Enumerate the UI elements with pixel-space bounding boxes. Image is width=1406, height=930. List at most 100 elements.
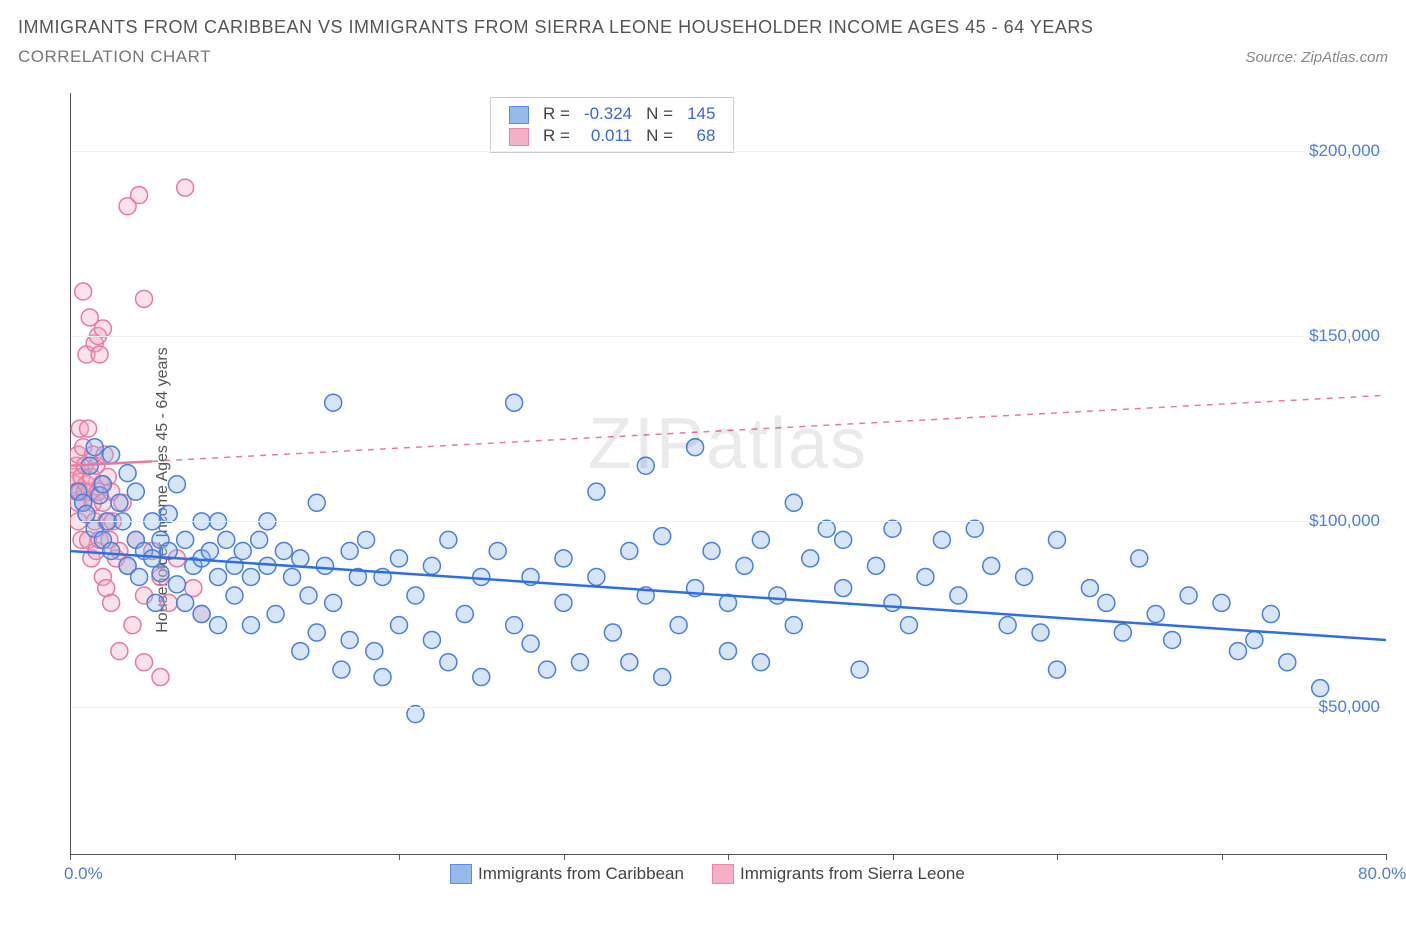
x-tick: [1386, 854, 1387, 860]
data-point: [769, 587, 786, 604]
data-point: [111, 643, 128, 660]
stat-n-label: N =: [640, 104, 679, 124]
data-point: [835, 531, 852, 548]
stat-r-a: -0.324: [578, 104, 638, 124]
data-point: [637, 457, 654, 474]
data-point: [210, 568, 227, 585]
gridline: [71, 521, 1386, 522]
data-point: [752, 531, 769, 548]
data-point: [818, 520, 835, 537]
chart-title: IMMIGRANTS FROM CARIBBEAN VS IMMIGRANTS …: [18, 12, 1388, 43]
gridline: [71, 151, 1386, 152]
legend-item-a: Immigrants from Caribbean: [450, 864, 684, 884]
data-point: [489, 543, 506, 560]
legend-swatch-b: [712, 864, 734, 884]
data-point: [440, 654, 457, 671]
data-point: [670, 617, 687, 634]
chart-area: Householder Income Ages 45 - 64 years ZI…: [50, 95, 1386, 885]
data-point: [1147, 606, 1164, 623]
data-point: [391, 550, 408, 567]
data-point: [152, 669, 169, 686]
data-point: [333, 661, 350, 678]
stats-row-series-a: R = -0.324 N = 145: [503, 104, 721, 124]
data-point: [218, 531, 235, 548]
data-point: [91, 346, 108, 363]
data-point: [588, 568, 605, 585]
data-point: [168, 476, 185, 493]
data-point: [242, 568, 259, 585]
data-point: [308, 624, 325, 641]
x-tick: [1057, 854, 1058, 860]
data-point: [316, 557, 333, 574]
data-point: [147, 594, 164, 611]
data-point: [1098, 594, 1115, 611]
data-point: [1246, 631, 1263, 648]
data-point: [1032, 624, 1049, 641]
data-point: [1180, 587, 1197, 604]
stat-n-a: 145: [681, 104, 721, 124]
data-point: [119, 465, 136, 482]
data-point: [177, 594, 194, 611]
data-point: [473, 669, 490, 686]
data-point: [621, 543, 638, 560]
data-point: [131, 187, 148, 204]
data-point: [851, 661, 868, 678]
x-tick: [70, 854, 71, 860]
data-point: [687, 439, 704, 456]
data-point: [242, 617, 259, 634]
stat-r-label: R =: [537, 104, 576, 124]
data-point: [423, 557, 440, 574]
data-point: [103, 446, 120, 463]
data-point: [366, 643, 383, 660]
data-point: [201, 543, 218, 560]
data-point: [341, 543, 358, 560]
x-tick: [399, 854, 400, 860]
data-point: [407, 706, 424, 723]
stats-row-series-b: R = 0.011 N = 68: [503, 126, 721, 146]
data-point: [131, 568, 148, 585]
y-tick-label: $150,000: [1309, 326, 1380, 346]
data-point: [103, 594, 120, 611]
data-point: [152, 565, 169, 582]
data-point: [423, 631, 440, 648]
data-point: [94, 476, 111, 493]
x-tick-label: 0.0%: [64, 864, 103, 884]
data-point: [308, 494, 325, 511]
data-point: [785, 494, 802, 511]
data-point: [86, 439, 103, 456]
data-point: [292, 643, 309, 660]
series-legend: Immigrants from Caribbean Immigrants fro…: [450, 864, 965, 884]
x-tick: [564, 854, 565, 860]
data-point: [950, 587, 967, 604]
data-point: [391, 617, 408, 634]
data-point: [251, 531, 268, 548]
x-tick-label: 80.0%: [1358, 864, 1406, 884]
data-point: [127, 483, 144, 500]
data-point: [177, 179, 194, 196]
data-point: [703, 543, 720, 560]
data-point: [802, 550, 819, 567]
data-point: [900, 617, 917, 634]
data-point: [571, 654, 588, 671]
data-point: [506, 617, 523, 634]
data-point: [654, 669, 671, 686]
data-point: [210, 617, 227, 634]
data-point: [539, 661, 556, 678]
swatch-series-b: [509, 128, 529, 146]
data-point: [374, 669, 391, 686]
data-point: [75, 283, 92, 300]
data-point: [124, 617, 141, 634]
data-point: [440, 531, 457, 548]
data-point: [835, 580, 852, 597]
data-point: [358, 531, 375, 548]
data-point: [868, 557, 885, 574]
data-point: [177, 531, 194, 548]
data-point: [1262, 606, 1279, 623]
data-point: [80, 420, 97, 437]
chart-subtitle: CORRELATION CHART: [18, 47, 211, 67]
data-point: [1114, 624, 1131, 641]
data-point: [555, 594, 572, 611]
data-point: [1213, 594, 1230, 611]
data-point: [884, 520, 901, 537]
y-tick-label: $50,000: [1319, 697, 1380, 717]
